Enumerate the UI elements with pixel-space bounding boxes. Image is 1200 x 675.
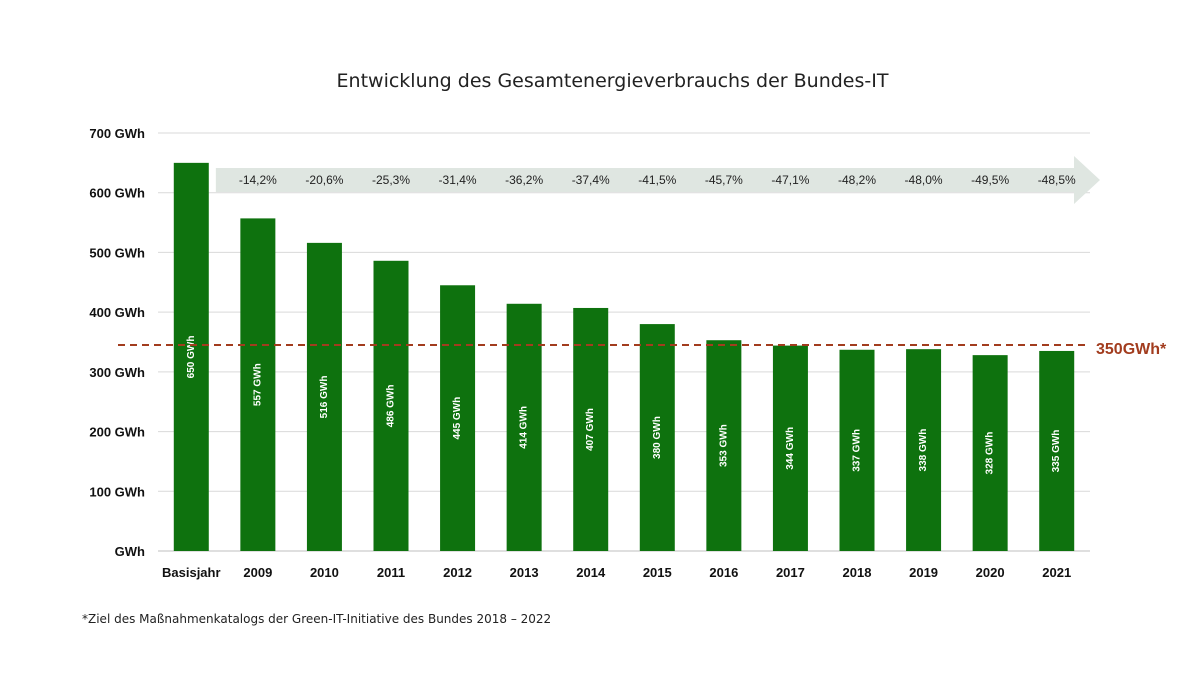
x-tick-label: 2013 bbox=[510, 565, 539, 580]
x-tick-label: 2021 bbox=[1042, 565, 1071, 580]
bar-value-label: 407 GWh bbox=[585, 408, 596, 451]
x-tick-label: 2010 bbox=[310, 565, 339, 580]
x-tick-label: 2009 bbox=[243, 565, 272, 580]
bar-value-label: 516 GWh bbox=[319, 376, 330, 419]
bar bbox=[306, 242, 342, 552]
change-label: -47,1% bbox=[771, 173, 809, 187]
change-label: -37,4% bbox=[572, 173, 610, 187]
bar-value-label: 338 GWh bbox=[918, 429, 929, 472]
y-axis-tick-labels: GWh 100 GWh 200 GWh 300 GWh 400 GWh 500 GWh 60… bbox=[89, 126, 145, 559]
x-tick-label: 2017 bbox=[776, 565, 805, 580]
change-label: -25,3% bbox=[372, 173, 410, 187]
bar bbox=[440, 285, 476, 551]
change-label: -31,4% bbox=[439, 173, 477, 187]
y-tick-label: GWh bbox=[115, 544, 145, 559]
y-tick-label: 300 GWh bbox=[89, 365, 145, 380]
bar bbox=[706, 340, 742, 551]
bar bbox=[639, 324, 675, 551]
change-label: -36,2% bbox=[505, 173, 543, 187]
change-label: -45,7% bbox=[705, 173, 743, 187]
x-axis-tick-labels: Basisjahr 2009 2010 2011 2012 2013 2014 2015 201… bbox=[162, 565, 1071, 580]
bar-value-label: 328 GWh bbox=[985, 432, 996, 475]
x-tick-label: 2015 bbox=[643, 565, 672, 580]
change-label: -41,5% bbox=[638, 173, 676, 187]
bar bbox=[972, 355, 1008, 551]
bar-value-label: 650 GWh bbox=[186, 336, 197, 379]
bar-value-label: 335 GWh bbox=[1051, 430, 1062, 473]
bar-value-label: 557 GWh bbox=[252, 363, 263, 406]
bar bbox=[839, 349, 875, 551]
bar-value-label: 353 GWh bbox=[718, 424, 729, 467]
bar-value-label: 344 GWh bbox=[785, 427, 796, 470]
x-tick-label: Basisjahr bbox=[162, 565, 221, 580]
x-tick-label: 2016 bbox=[709, 565, 738, 580]
x-tick-label: 2018 bbox=[843, 565, 872, 580]
target-line-group: 350GWh* bbox=[118, 341, 1167, 358]
y-tick-label: 500 GWh bbox=[89, 245, 145, 260]
change-label: -49,5% bbox=[971, 173, 1009, 187]
grid-lines bbox=[158, 132, 1090, 552]
bar-value-label: 380 GWh bbox=[652, 416, 663, 459]
bar bbox=[1039, 350, 1075, 551]
change-arrow: -14,2% -20,6% -25,3% -31,4% -36,2% -37,4% -41,… bbox=[215, 156, 1100, 204]
change-label: -48,0% bbox=[905, 173, 943, 187]
bar bbox=[772, 345, 808, 551]
bar bbox=[373, 260, 409, 551]
bar bbox=[506, 303, 542, 551]
bar bbox=[173, 162, 209, 551]
change-arrow-shape bbox=[215, 156, 1100, 204]
change-label: -48,2% bbox=[838, 173, 876, 187]
bar bbox=[906, 349, 942, 551]
bar bbox=[240, 218, 276, 552]
y-tick-label: 700 GWh bbox=[89, 126, 145, 141]
x-tick-label: 2019 bbox=[909, 565, 938, 580]
x-tick-label: 2014 bbox=[576, 565, 606, 580]
bar-value-label: 445 GWh bbox=[452, 397, 463, 440]
y-tick-label: 600 GWh bbox=[89, 186, 145, 201]
target-label: 350GWh* bbox=[1096, 341, 1167, 358]
y-tick-label: 100 GWh bbox=[89, 484, 145, 499]
x-tick-label: 2012 bbox=[443, 565, 472, 580]
bar-value-label: 414 GWh bbox=[519, 406, 530, 449]
change-label: -20,6% bbox=[305, 173, 343, 187]
change-label: -48,5% bbox=[1038, 173, 1076, 187]
bars: 650 GWh 557 GWh 516 GWh 486 GWh 445 GWh 414 G… bbox=[173, 162, 1075, 552]
x-tick-label: 2020 bbox=[976, 565, 1005, 580]
bar-value-label: 486 GWh bbox=[386, 384, 397, 427]
bar bbox=[573, 307, 609, 551]
x-tick-label: 2011 bbox=[377, 565, 405, 580]
chart-title: Entwicklung des Gesamtenergieverbrauchs … bbox=[336, 70, 889, 92]
y-tick-label: 400 GWh bbox=[89, 305, 145, 320]
bar-value-label: 337 GWh bbox=[852, 429, 863, 472]
change-label: -14,2% bbox=[239, 173, 277, 187]
footnote: *Ziel des Maßnahmenkatalogs der Green-IT… bbox=[82, 612, 552, 626]
y-tick-label: 200 GWh bbox=[89, 425, 145, 440]
